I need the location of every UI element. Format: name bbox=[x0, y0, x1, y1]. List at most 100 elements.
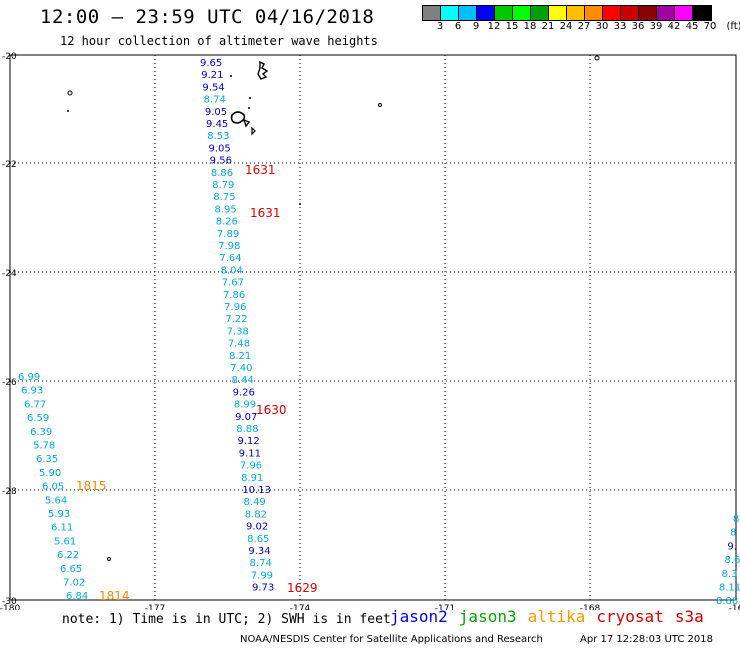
pass-time-label: 1631 bbox=[250, 206, 281, 220]
wave-height-value: 8.26 bbox=[216, 217, 238, 228]
wave-height-value: 8.74 bbox=[250, 558, 272, 569]
footer-note: note: 1) Time is in UTC; 2) SWH is in fe… bbox=[62, 612, 391, 627]
map-grid bbox=[10, 55, 736, 600]
satellite-legend: jason2 jason3 altika cryosat s3a bbox=[390, 607, 715, 626]
wave-height-value: 5.64 bbox=[45, 495, 67, 506]
wave-height-value: 7.02 bbox=[63, 578, 85, 589]
wave-height-value: 5.90 bbox=[39, 468, 61, 479]
pass-time-label: 1629 bbox=[287, 581, 318, 595]
wave-height-value: 8.82 bbox=[245, 509, 267, 520]
legend-s3a: s3a bbox=[675, 607, 704, 626]
wave-height-value: 8.99 bbox=[234, 400, 256, 411]
wave-height-value: 8.3 bbox=[722, 569, 738, 580]
wave-height-value: 8.88 bbox=[236, 424, 258, 435]
pass-time-label: 1630 bbox=[256, 403, 287, 417]
island-shape bbox=[244, 120, 249, 126]
pass-time-label: 1631 bbox=[245, 163, 276, 177]
legend-altika: altika bbox=[528, 607, 586, 626]
wave-height-value: 5.61 bbox=[54, 536, 76, 547]
wave-height-value: 8 bbox=[730, 528, 736, 539]
wave-height-value: 9.73 bbox=[252, 583, 274, 594]
wave-height-value: 9.07 bbox=[235, 412, 257, 423]
legend-cryosat: cryosat bbox=[596, 607, 663, 626]
wave-height-value: 8.49 bbox=[244, 497, 266, 508]
island-shape bbox=[232, 112, 245, 123]
jason2-track-3: 8 8 9. 8.6 8.3 8.11 8.88 bbox=[716, 514, 740, 607]
wave-height-value: 5.78 bbox=[33, 441, 55, 452]
wave-height-value: 9.12 bbox=[237, 436, 259, 447]
wave-height-value: 6.22 bbox=[57, 550, 79, 561]
wave-height-value: 9.54 bbox=[202, 82, 224, 93]
longitude-label: -174 bbox=[290, 604, 311, 610]
wave-height-value: 7.64 bbox=[219, 253, 241, 264]
wave-height-value: 7.40 bbox=[230, 363, 252, 374]
footer-timestamp: Apr 17 12:28:03 UTC 2018 bbox=[580, 634, 713, 645]
wave-height-value: 8.95 bbox=[215, 204, 237, 215]
longitude-label: -180 bbox=[0, 604, 20, 610]
wave-height-value: 8 bbox=[733, 514, 739, 525]
latitude-labels: -20 -22 -24 -26 -28 -30 bbox=[2, 52, 17, 607]
island-outlines bbox=[67, 56, 599, 561]
island-dot bbox=[595, 56, 599, 60]
wave-height-value: 6.59 bbox=[27, 413, 49, 424]
wave-height-value: 6.39 bbox=[30, 427, 52, 438]
wave-height-value: 9.05 bbox=[205, 107, 227, 118]
wave-height-value: 9.45 bbox=[206, 119, 228, 130]
wave-height-value: 7.96 bbox=[224, 302, 246, 313]
wave-height-value: 7.48 bbox=[228, 339, 250, 350]
map-frame bbox=[10, 55, 736, 600]
wave-height-value: 7.89 bbox=[217, 229, 239, 240]
wave-height-value: 8.88 bbox=[716, 596, 738, 607]
island-dot bbox=[67, 110, 69, 112]
wave-height-value: 9.21 bbox=[201, 70, 223, 81]
island-dot bbox=[108, 558, 111, 561]
wave-height-value: 8.75 bbox=[213, 192, 235, 203]
wave-height-value: 7.22 bbox=[225, 314, 247, 325]
wave-height-value: 6.35 bbox=[36, 454, 58, 465]
wave-height-value: 5.93 bbox=[48, 509, 70, 520]
island-shape bbox=[252, 128, 255, 134]
wave-height-value: 6.93 bbox=[21, 386, 43, 397]
longitude-label: -177 bbox=[145, 604, 165, 610]
latitude-label: -22 bbox=[2, 160, 17, 170]
wave-height-value: 7.98 bbox=[218, 241, 240, 252]
island-dot bbox=[249, 97, 251, 99]
island-dot bbox=[299, 203, 301, 205]
wave-height-value: 7.86 bbox=[223, 290, 245, 301]
legend-jason3: jason3 bbox=[459, 607, 517, 626]
wave-height-value: 7.96 bbox=[240, 461, 262, 472]
latitude-label: -28 bbox=[2, 487, 17, 497]
island-dot bbox=[379, 104, 382, 107]
wave-height-value: 9.65 bbox=[200, 58, 222, 69]
wave-height-value: 8.6 bbox=[725, 555, 740, 566]
wave-height-value: 9.26 bbox=[233, 387, 255, 398]
wave-height-value: 6.77 bbox=[24, 399, 46, 410]
wave-height-value: 8.65 bbox=[247, 534, 269, 545]
wave-height-value: 8.86 bbox=[211, 168, 233, 179]
island-dot bbox=[248, 107, 250, 109]
wave-height-value: 8.04 bbox=[221, 265, 243, 276]
wave-height-value: 9. bbox=[727, 541, 737, 552]
wave-height-value: 10.13 bbox=[242, 485, 271, 496]
altimeter-map: -20-22-24-26-28-30 -180 -177 -174 -171 -168-… bbox=[0, 0, 740, 610]
wave-height-value: 6.84 bbox=[66, 591, 88, 602]
wave-height-value: 9.34 bbox=[248, 546, 270, 557]
pass-time-label: 1815 bbox=[76, 479, 107, 493]
wave-height-value: 7.38 bbox=[227, 326, 249, 337]
latitude-label: -20 bbox=[2, 52, 17, 62]
island-dot bbox=[68, 91, 72, 95]
wave-height-value: 7.67 bbox=[222, 278, 244, 289]
wave-height-value: 8.53 bbox=[207, 131, 229, 142]
legend-jason2: jason2 bbox=[390, 607, 448, 626]
wave-height-value: 8.21 bbox=[229, 351, 251, 362]
wave-height-value: 6.11 bbox=[51, 523, 73, 534]
wave-height-value: 9.56 bbox=[210, 156, 232, 167]
wave-height-value: 8.44 bbox=[231, 375, 253, 386]
pass-time-labels: 1631 1631 1630 1629 1815 1814 bbox=[76, 163, 318, 603]
wave-height-value: 6.05 bbox=[42, 482, 64, 493]
wave-height-value: 8.11 bbox=[719, 583, 740, 594]
wave-height-value: 6.99 bbox=[18, 372, 40, 383]
wave-height-value: 9.05 bbox=[208, 143, 230, 154]
footer-credit: NOAA/NESDIS Center for Satellite Applica… bbox=[240, 634, 543, 645]
latitude-label: -26 bbox=[2, 378, 17, 388]
